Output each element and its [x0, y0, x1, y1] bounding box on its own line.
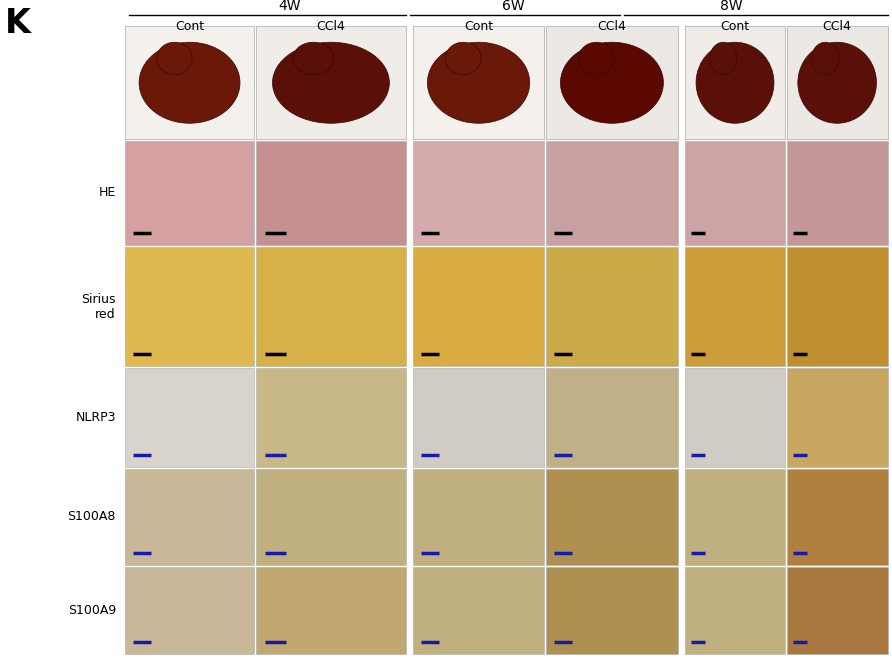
Text: 6W: 6W: [501, 0, 524, 13]
Bar: [125, 247, 254, 366]
Ellipse shape: [578, 42, 615, 75]
Text: CCl4: CCl4: [822, 20, 852, 33]
Ellipse shape: [710, 42, 737, 75]
Bar: [256, 368, 406, 467]
Bar: [685, 26, 785, 139]
Bar: [413, 141, 544, 245]
Text: CCl4: CCl4: [317, 20, 345, 33]
Bar: [125, 26, 254, 139]
Ellipse shape: [427, 42, 530, 123]
Bar: [125, 567, 254, 654]
Text: 8W: 8W: [720, 0, 743, 13]
Bar: [787, 567, 888, 654]
Bar: [685, 26, 785, 139]
Bar: [413, 567, 544, 654]
Bar: [256, 247, 406, 366]
Bar: [685, 247, 785, 366]
Text: HE: HE: [99, 187, 116, 199]
Ellipse shape: [139, 42, 240, 123]
Bar: [546, 26, 678, 139]
Text: Cont: Cont: [721, 20, 749, 33]
Bar: [125, 26, 254, 139]
Bar: [546, 469, 678, 565]
Text: S100A8: S100A8: [68, 510, 116, 523]
Bar: [546, 26, 678, 139]
Bar: [685, 141, 785, 245]
Bar: [256, 141, 406, 245]
Text: CCl4: CCl4: [598, 20, 626, 33]
Bar: [685, 469, 785, 565]
Ellipse shape: [272, 42, 390, 123]
Text: NLRP3: NLRP3: [76, 411, 116, 424]
Bar: [413, 26, 544, 139]
Text: Cont: Cont: [175, 20, 204, 33]
Bar: [685, 368, 785, 467]
Text: K: K: [4, 7, 30, 40]
Bar: [787, 247, 888, 366]
Ellipse shape: [157, 42, 192, 75]
Ellipse shape: [293, 42, 334, 75]
Ellipse shape: [445, 42, 481, 75]
Ellipse shape: [696, 42, 774, 123]
Bar: [546, 567, 678, 654]
Bar: [546, 368, 678, 467]
Bar: [413, 368, 544, 467]
Text: 4W: 4W: [278, 0, 301, 13]
Bar: [256, 26, 406, 139]
Text: S100A9: S100A9: [68, 604, 116, 617]
Bar: [787, 141, 888, 245]
Bar: [787, 368, 888, 467]
Ellipse shape: [797, 42, 877, 123]
Bar: [125, 469, 254, 565]
Bar: [787, 26, 888, 139]
Bar: [413, 26, 544, 139]
Text: Sirius
red: Sirius red: [81, 293, 116, 320]
Bar: [256, 469, 406, 565]
Bar: [413, 469, 544, 565]
Bar: [125, 141, 254, 245]
Bar: [787, 26, 888, 139]
Bar: [546, 247, 678, 366]
Bar: [787, 469, 888, 565]
Ellipse shape: [560, 42, 664, 123]
Bar: [685, 567, 785, 654]
Ellipse shape: [812, 42, 839, 75]
Bar: [125, 368, 254, 467]
Bar: [546, 141, 678, 245]
Bar: [413, 247, 544, 366]
Bar: [256, 567, 406, 654]
Bar: [256, 26, 406, 139]
Text: Cont: Cont: [464, 20, 493, 33]
